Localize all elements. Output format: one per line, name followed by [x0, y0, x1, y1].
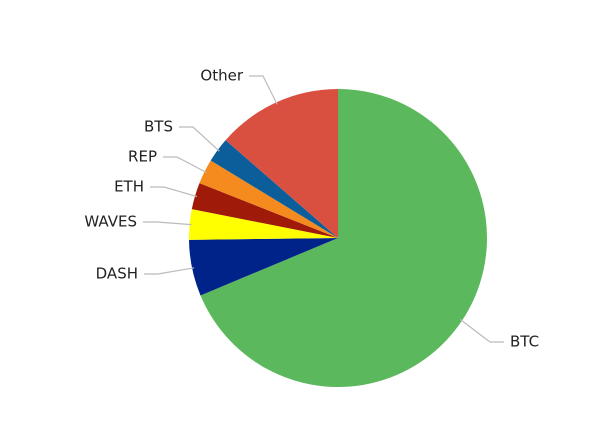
- slice-label: Other: [200, 67, 243, 85]
- pie-slice: [189, 238, 338, 296]
- leader-line: [459, 318, 504, 343]
- leader-line: [163, 156, 207, 174]
- leader-line: [143, 221, 192, 226]
- slice-label: REP: [128, 148, 157, 166]
- pie-slice: [191, 183, 338, 238]
- slice-label: BTS: [144, 118, 173, 136]
- slice-label: DASH: [96, 265, 138, 283]
- pie-slice: [199, 160, 338, 238]
- leader-line: [150, 186, 198, 198]
- pie-slice: [200, 89, 488, 387]
- leader-line: [249, 75, 278, 105]
- pie-slice: [225, 89, 338, 238]
- leader-line: [179, 126, 220, 152]
- pie-slice: [189, 209, 338, 240]
- slice-label: BTC: [510, 333, 539, 351]
- slice-label: ETH: [114, 178, 144, 196]
- leader-line: [144, 267, 195, 275]
- pie-slice: [210, 140, 338, 238]
- slice-label: WAVES: [84, 213, 137, 231]
